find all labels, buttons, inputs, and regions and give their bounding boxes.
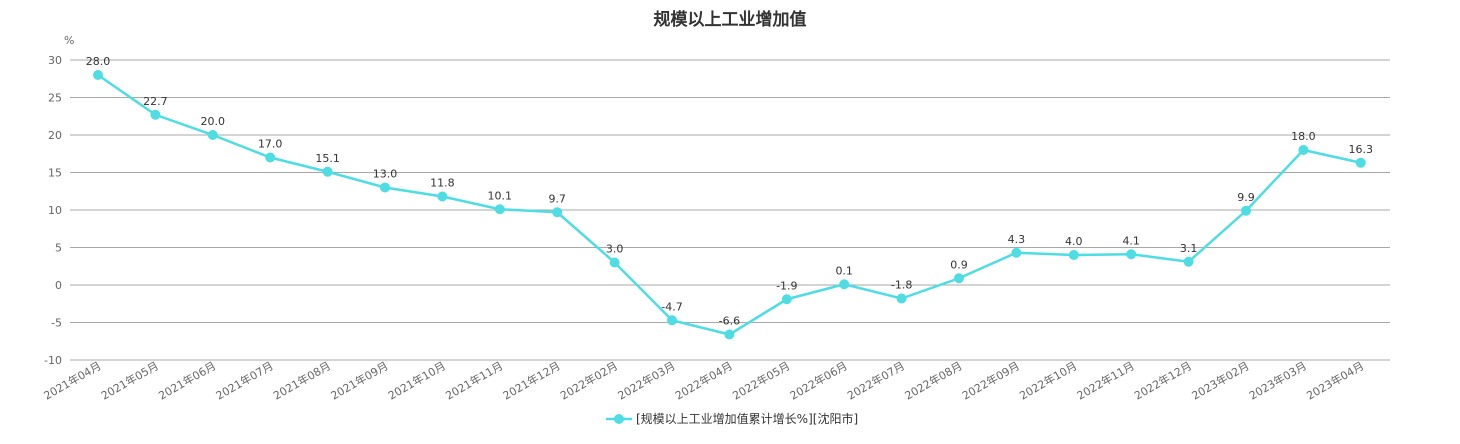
x-tick-label: 2022年10月	[1017, 358, 1079, 402]
data-label: 4.1	[1122, 234, 1140, 247]
data-label: 3.0	[606, 243, 624, 256]
x-tick-label: 2023年02月	[1189, 358, 1251, 402]
x-tick-label: 2023年04月	[1304, 358, 1366, 402]
data-label: 4.3	[1008, 233, 1026, 246]
data-point[interactable]	[265, 152, 276, 163]
x-tick-label: 2021年05月	[98, 358, 160, 402]
chart-title: 规模以上工业增加值	[654, 9, 807, 30]
data-point[interactable]	[437, 191, 448, 202]
y-tick-label: 25	[48, 92, 62, 105]
data-label: 4.0	[1065, 235, 1083, 248]
data-point[interactable]	[781, 294, 792, 305]
y-axis-unit: %	[64, 34, 74, 47]
data-label: 3.1	[1180, 242, 1198, 255]
x-tick-label: 2022年06月	[787, 358, 849, 402]
data-label: 22.7	[143, 95, 168, 108]
data-label: -1.8	[891, 279, 912, 292]
x-tick-label: 2021年11月	[443, 358, 505, 402]
data-label: 28.0	[86, 55, 111, 68]
y-axis-ticks: 30 25 20 15 10 5 0 -5 -10	[44, 54, 62, 367]
x-tick-label: 2021年09月	[328, 358, 390, 402]
data-label: 10.1	[488, 189, 513, 202]
x-axis-ticks: 2021年04月2021年05月2021年06月2021年07月2021年08月…	[41, 358, 1366, 402]
y-tick-label: -10	[44, 354, 62, 367]
y-tick-label: 10	[48, 204, 62, 217]
data-point[interactable]	[150, 109, 161, 120]
legend-label: [规模以上工业增加值累计增长%][沈阳市]	[636, 411, 858, 426]
data-label: 9.9	[1237, 191, 1255, 204]
data-point[interactable]	[93, 70, 103, 80]
data-point[interactable]	[839, 279, 850, 290]
data-label: -1.9	[776, 279, 797, 292]
data-point[interactable]	[1068, 250, 1079, 260]
data-point[interactable]	[896, 293, 907, 304]
x-tick-label: 2022年03月	[615, 358, 677, 402]
data-point[interactable]	[1355, 157, 1366, 168]
data-label: 20.0	[201, 115, 226, 128]
x-tick-label: 2023年03月	[1246, 358, 1308, 402]
data-label: 15.1	[315, 152, 340, 165]
x-tick-label: 2022年02月	[558, 358, 620, 402]
x-tick-label: 2022年11月	[1074, 358, 1136, 402]
data-point[interactable]	[1011, 247, 1022, 258]
data-point[interactable]	[667, 315, 677, 326]
x-tick-label: 2022年05月	[730, 358, 792, 402]
data-point[interactable]	[1126, 249, 1137, 260]
data-label: 0.9	[950, 258, 968, 271]
x-tick-label: 2022年08月	[902, 358, 964, 402]
y-tick-label: 15	[48, 167, 62, 180]
x-tick-label: 2021年12月	[500, 358, 562, 402]
x-tick-label: 2022年07月	[845, 358, 907, 402]
series-line	[97, 73, 1362, 336]
data-point[interactable]	[1241, 205, 1251, 216]
legend-swatch-marker	[614, 414, 624, 424]
data-label: -6.6	[719, 315, 740, 328]
x-tick-label: 2022年04月	[672, 358, 734, 402]
data-label: 16.3	[1349, 143, 1374, 156]
x-tick-label: 2021年07月	[213, 358, 275, 402]
data-point[interactable]	[322, 166, 333, 177]
data-label: 17.0	[258, 138, 283, 151]
y-tick-label: 30	[48, 54, 62, 67]
data-point[interactable]	[724, 329, 735, 340]
data-point[interactable]	[1183, 256, 1194, 267]
x-tick-label: 2022年12月	[1132, 358, 1194, 402]
legend[interactable]: [规模以上工业增加值累计增长%][沈阳市]	[606, 411, 858, 426]
x-tick-label: 2021年06月	[156, 358, 218, 402]
series-layer: 28.0 22.7 20.0 17.0 15.1 13.0 11.8 10.1 9.7 3.0 -4…	[86, 55, 1373, 340]
data-label: 13.0	[373, 168, 398, 181]
y-tick-label: 20	[48, 129, 62, 142]
data-label: -4.7	[661, 300, 682, 313]
grid-lines	[70, 59, 1390, 361]
y-tick-label: -5	[51, 317, 62, 330]
data-point[interactable]	[380, 182, 390, 193]
data-point[interactable]	[954, 273, 964, 284]
data-point[interactable]	[552, 207, 563, 218]
data-point[interactable]	[1298, 145, 1309, 155]
data-point[interactable]	[207, 130, 218, 140]
data-label: 9.7	[548, 192, 566, 205]
x-tick-label: 2021年08月	[271, 358, 333, 402]
y-tick-label: 5	[55, 242, 62, 255]
x-tick-label: 2021年10月	[385, 358, 447, 402]
data-point[interactable]	[609, 257, 620, 268]
data-label: 18.0	[1291, 130, 1316, 143]
data-point[interactable]	[494, 204, 505, 215]
y-tick-label: 0	[55, 279, 62, 292]
data-label: 0.1	[835, 264, 853, 277]
x-tick-label: 2022年09月	[959, 358, 1021, 402]
data-label: 11.8	[430, 177, 455, 190]
